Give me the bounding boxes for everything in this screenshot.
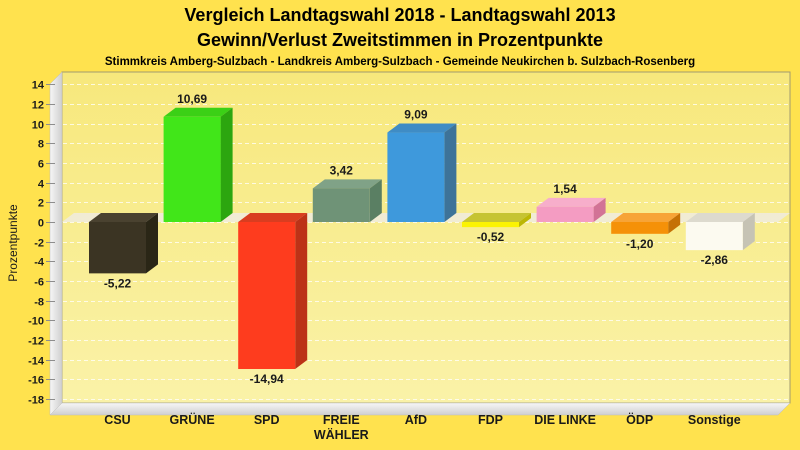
y-tick-label--6: -6 [34,277,44,289]
bar-freie-wahler-front-face [312,188,370,222]
bar-spd-front-face [238,222,296,370]
bar-fdp-front-face [462,222,519,228]
y-axis-title: Prozentpunkte [6,204,20,282]
bar-afd [387,123,457,222]
value-label-afd: 9,09 [404,108,428,122]
bar-grune-top-face [163,107,233,117]
category-label-odp: ÖDP [626,412,653,427]
bar-afd-side-face [444,123,457,222]
y-tick-label-2: 2 [38,198,44,210]
y-tick-label-8: 8 [38,139,44,151]
bar-afd-top-face [387,123,457,133]
y-tick-label--14: -14 [28,356,45,368]
bar-afd-front-face [387,132,445,222]
bar-csu-top-face [89,213,158,222]
value-label-odp: -1,20 [626,237,654,251]
bar-freie-wahler-top-face [312,179,382,189]
value-label-grune: 10,69 [177,92,207,106]
bar-csu-front-face [89,222,146,274]
category-label-die-linke: DIE LINKE [534,413,596,427]
bar-spd [238,213,308,370]
value-label-sonstige: -2,86 [701,253,729,267]
chart-3d-walls [49,71,791,416]
bar-die-linke [536,197,606,222]
category-label-spd: SPD [254,413,280,427]
y-tick-label--4: -4 [34,257,45,269]
bar-fdp [462,213,531,228]
y-tick-label--16: -16 [28,375,44,387]
value-label-die-linke: 1,54 [553,182,577,196]
category-label-grune: GRÜNE [170,412,215,427]
bar-spd-side-face [295,213,308,370]
bar-grune [163,107,233,222]
bar-odp-top-face [611,213,681,222]
chart-subtitle: Stimmkreis Amberg-Sulzbach - Landkreis A… [104,56,696,68]
bar-odp-front-face [611,222,669,234]
chart-text-labels: 14 12 10 8 6 4 2 0 -2 -4 -6 -8 -10 -12 -14 -16 -18 -5,22 C… [28,80,741,443]
y-tick-label--2: -2 [34,238,44,250]
y-tick-label--8: -8 [34,297,44,309]
y-tick-label--18: -18 [28,395,44,407]
bar-grune-side-face [220,107,233,222]
y-tick-label--10: -10 [28,316,44,328]
chart-title-line1: Vergleich Landtagswahl 2018 - Landtagswa… [184,5,616,25]
bar-freie-wahler [312,179,382,222]
category-label-freie-wahler: FREIE [323,413,360,427]
y-tick-label-0: 0 [38,218,44,230]
y-tick-label-12: 12 [32,100,44,112]
y-tick-label-14: 14 [32,80,45,92]
bar-die-linke-top-face [536,197,606,207]
value-label-spd: -14,94 [250,372,284,386]
bar-sonstige-top-face [685,213,755,222]
bar-csu-side-face [146,213,158,274]
y-tick-label-4: 4 [38,179,45,191]
chart-header: Vergleich Landtagswahl 2018 - Landtagswa… [0,3,800,70]
y-tick-label-10: 10 [32,120,44,132]
y-tick-label-6: 6 [38,159,44,171]
bar-fdp-top-face [462,213,531,222]
bar-csu [89,213,158,274]
bottom-wall [49,402,791,416]
category-label-fdp: FDP [478,413,503,427]
chart-bars [89,107,755,370]
category-label-freie-wahler-line2: WÄHLER [314,427,369,442]
bar-spd-top-face [238,213,308,222]
bar-sonstige [685,213,755,251]
bar-sonstige-side-face [742,213,755,251]
bar-odp-side-face [668,213,681,234]
chart-title-line2: Gewinn/Verlust Zweitstimmen in Prozentpu… [196,30,604,50]
bar-freie-wahler-side-face [369,179,382,222]
left-wall [49,71,63,416]
bar-odp [611,213,681,234]
bar-fdp-side-face [519,213,531,228]
bar-die-linke-side-face [593,197,606,222]
value-label-csu: -5,22 [104,276,132,290]
value-label-fdp: -0,52 [477,230,505,244]
y-tick-label--12: -12 [28,336,44,348]
category-label-afd: AfD [405,413,427,427]
category-label-sonstige: Sonstige [688,413,741,427]
bar-die-linke-front-face [536,206,594,222]
value-label-freie-wahler: 3,42 [330,163,354,177]
bar-sonstige-front-face [685,222,743,251]
bar-grune-front-face [163,116,221,222]
category-label-csu: CSU [104,413,130,427]
